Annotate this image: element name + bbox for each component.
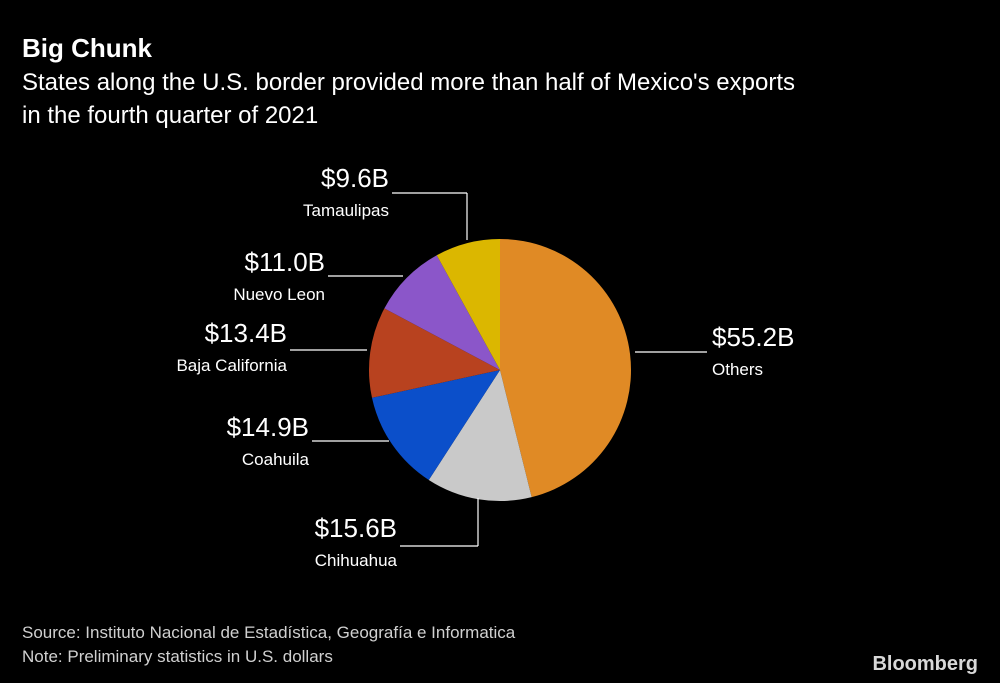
chart-title: Big Chunk <box>22 33 153 63</box>
pie-slice <box>500 239 631 498</box>
slice-name: Others <box>712 360 763 379</box>
chart-subtitle: in the fourth quarter of 2021 <box>22 102 318 129</box>
slice-name: Baja California <box>176 356 287 375</box>
data-label: $55.2B <box>712 322 794 352</box>
data-label: $11.0B <box>245 247 325 277</box>
pie-slice <box>371 370 500 480</box>
pie-slice <box>428 370 532 502</box>
slice-name: Tamaulipas <box>303 201 389 220</box>
chart-subtitle: States along the U.S. border provided mo… <box>22 69 795 96</box>
footnote: Note: Preliminary statistics in U.S. dol… <box>22 647 333 666</box>
data-label: $9.6B <box>321 163 389 193</box>
data-label: $14.9B <box>227 412 309 442</box>
slice-name: Chihuahua <box>315 551 398 570</box>
pie-slice <box>369 308 500 398</box>
slice-name: Coahuila <box>242 450 310 469</box>
data-label: $13.4B <box>205 318 287 348</box>
pie-slice <box>384 255 500 370</box>
source-note: Source: Instituto Nacional de Estadístic… <box>22 623 516 642</box>
brand-logo: Bloomberg <box>872 653 978 675</box>
slice-name: Nuevo Leon <box>233 285 325 304</box>
pie-slice <box>436 239 500 370</box>
data-label: $15.6B <box>315 513 397 543</box>
